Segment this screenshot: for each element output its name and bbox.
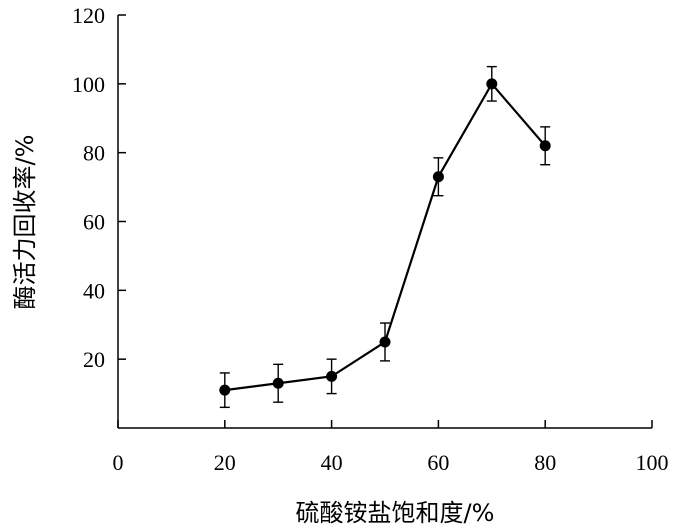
- y-axis-title: 酶活力回收率/%: [11, 135, 39, 310]
- x-tick-label: 0: [113, 450, 124, 475]
- data-point: [272, 377, 284, 389]
- axes: 0 20 40 60 80 100 20 40 60 80 100 120: [72, 3, 669, 475]
- data-point: [326, 370, 338, 382]
- series-layer: [219, 65, 551, 409]
- y-tick-label: 40: [83, 278, 105, 303]
- y-tick-label: 60: [83, 210, 105, 235]
- data-point: [539, 140, 551, 152]
- y-tick-label: 100: [72, 72, 105, 97]
- y-tick-label: 80: [83, 141, 105, 166]
- x-tick-label: 20: [214, 450, 236, 475]
- y-tick-label: 120: [72, 3, 105, 28]
- y-tick-label: 20: [83, 347, 105, 372]
- data-point: [432, 171, 444, 183]
- x-tick-label: 100: [636, 450, 669, 475]
- data-point: [486, 78, 498, 90]
- x-tick-label: 60: [427, 450, 449, 475]
- data-point: [379, 336, 391, 348]
- x-tick-label: 80: [534, 450, 556, 475]
- x-axis-title: 硫酸铵盐饱和度/%: [296, 499, 495, 527]
- x-tick-label: 40: [321, 450, 343, 475]
- data-point: [219, 384, 231, 396]
